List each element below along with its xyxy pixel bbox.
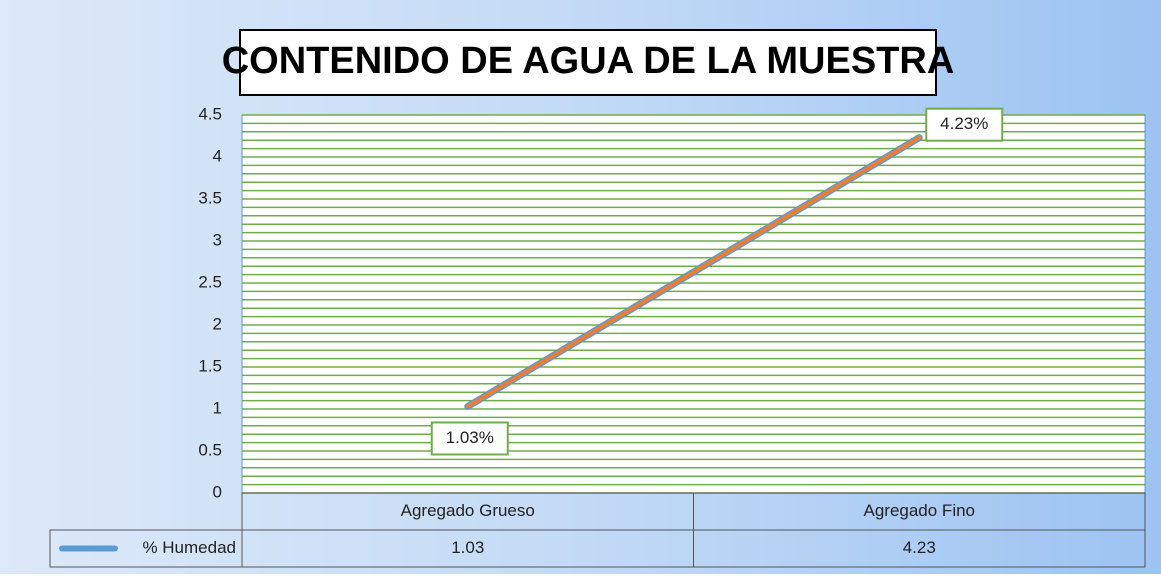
chart-title: CONTENIDO DE AGUA DE LA MUESTRA <box>222 40 955 82</box>
title-box <box>239 29 937 96</box>
y-tick-label: 4.5 <box>198 104 222 123</box>
y-tick-label: 3.5 <box>198 188 222 207</box>
y-tick-label: 0 <box>213 482 222 501</box>
x-tick-label: Agregado Grueso <box>401 501 535 520</box>
data-label: 1.03% <box>446 428 494 447</box>
table-value: 4.23 <box>903 538 936 557</box>
y-tick-label: 2 <box>213 314 222 333</box>
y-tick-label: 3 <box>213 230 222 249</box>
table-value: 1.03 <box>451 538 484 557</box>
y-tick-label: 1.5 <box>198 356 222 375</box>
y-tick-label: 2.5 <box>198 272 222 291</box>
data-label: 4.23% <box>940 114 988 133</box>
data-label-box <box>925 107 1004 142</box>
legend-label: % Humedad <box>142 538 236 557</box>
y-tick-label: 0.5 <box>198 440 222 459</box>
plot-area <box>241 114 1146 494</box>
x-tick-label: Agregado Fino <box>863 501 975 520</box>
y-tick-label: 1 <box>213 398 222 417</box>
series-line-core <box>465 135 922 409</box>
y-tick-label: 4 <box>213 146 222 165</box>
data-label-box <box>430 421 509 456</box>
